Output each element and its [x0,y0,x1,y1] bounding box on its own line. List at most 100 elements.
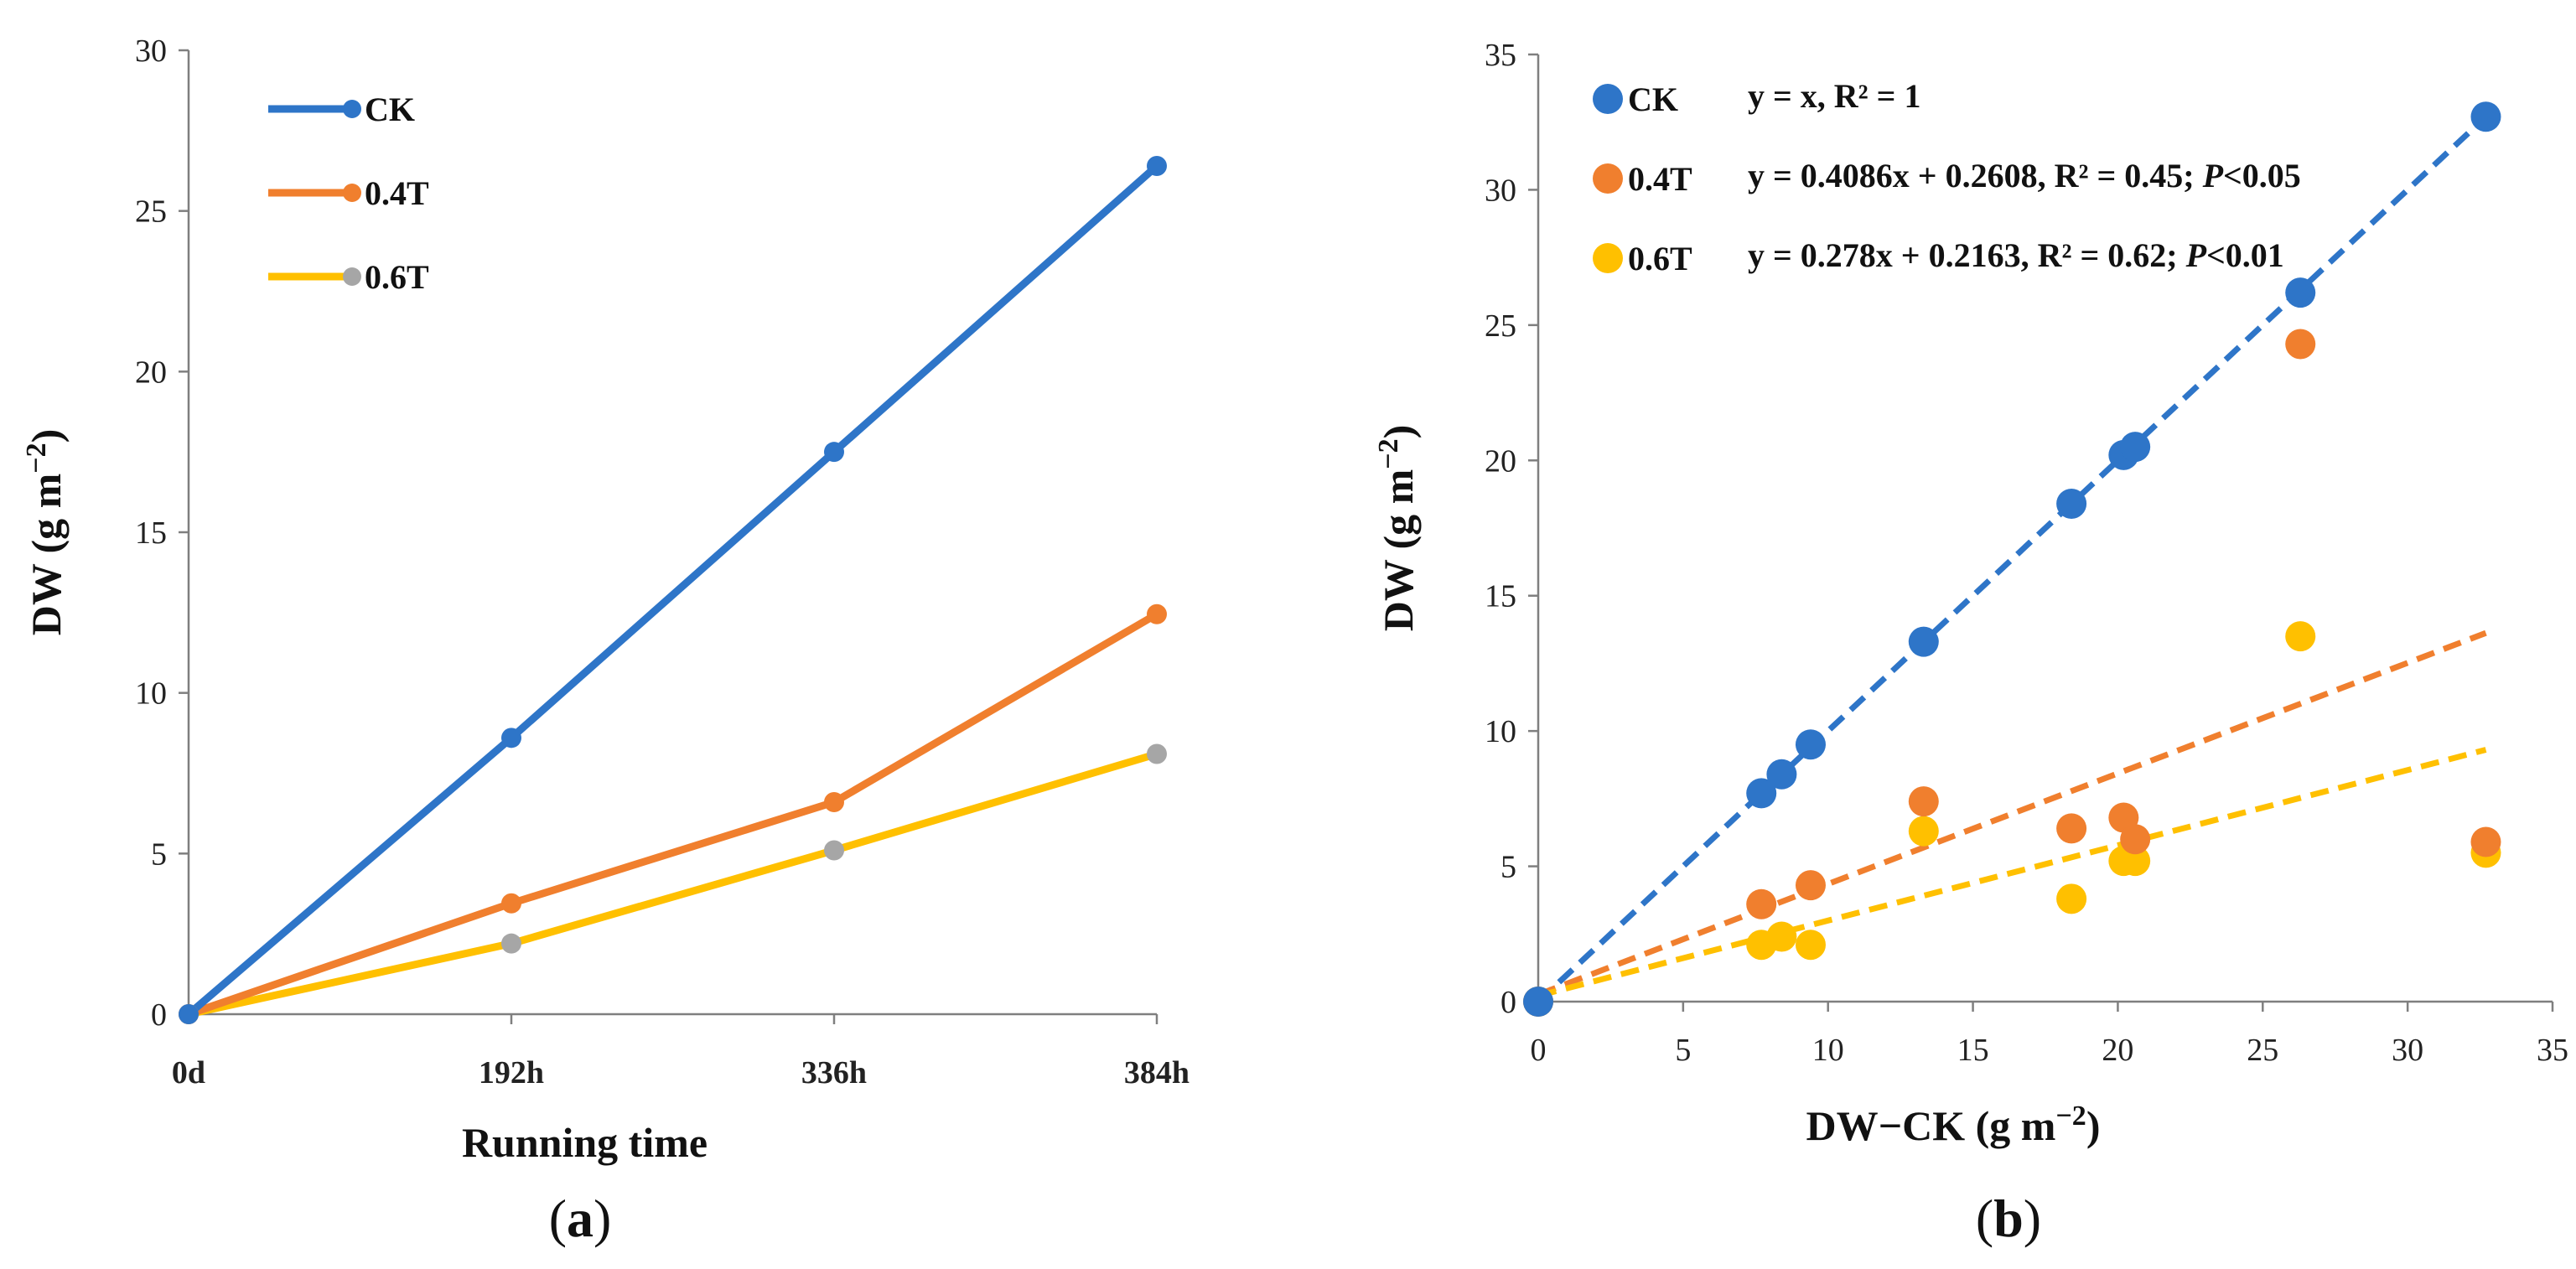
data-point-ck [1523,987,1553,1017]
legend-equation-ck: y = x, R² = 1 [1748,77,1920,115]
x-axis-title-b: DW−CK (g m−2) [1806,1101,2101,1149]
x-axis-title-b-sup: −2 [2055,1101,2086,1132]
y-tick-label-a: 20 [135,355,167,390]
legend-marker-0-4t [343,184,361,202]
series-line-0-6t [188,750,1158,1018]
data-point-0-4t [2120,824,2151,855]
y-tick-label-b: 30 [1485,173,1516,208]
legend-marker-0-6t [1593,243,1623,273]
x-tick-label-b: 5 [1675,1033,1691,1068]
legend-equation-part: y = x, R² = 1 [1748,77,1920,115]
data-point-0-6t [1795,930,1826,961]
data-point-ck [179,1004,199,1024]
data-point-0-4t [2470,826,2501,857]
data-point-0-4t [1908,786,1939,817]
data-point-0-6t [501,933,521,954]
y-tick-label-b: 25 [1485,308,1516,344]
y-tick-label-a: 10 [135,676,167,712]
legend-equation-part: P [2202,157,2224,194]
x-tick-label-a: 384h [1124,1055,1190,1090]
data-point-ck [1908,626,1939,657]
data-point-ck [1795,729,1826,760]
data-point-ck [501,728,521,748]
data-point-0-6t [2056,883,2087,914]
data-point-0-6t [1908,816,1939,847]
x-axis-title-b-main: DW−CK (g m [1806,1102,2056,1149]
y-axis-title-b-sup: −2 [1373,438,1404,469]
y-tick-label-b: 5 [1501,850,1516,885]
y-tick-label-b: 20 [1485,443,1516,479]
y-axis-title-a-sup: −2 [21,443,52,473]
legend-label-0-6t: 0.6T [365,258,429,296]
legend-equation-part: y = 0.278x + 0.2163, R² = 0.62; [1748,236,2186,274]
x-tick-label-a: 336h [801,1055,867,1090]
panel-label-b: (b) [1976,1189,2041,1248]
chart-panel-a: 0 5 10 15 20 25 30 0d 192h 336h 384h Running time DW… [21,34,1190,1166]
legend-equation-part: <0.01 [2206,236,2284,274]
x-tick-label-b: 10 [1812,1033,1844,1068]
x-tick-label-b: 25 [2247,1033,2278,1068]
y-axis-title-b-main: DW (g m [1375,469,1422,632]
y-axis-title-b-close: ) [1375,425,1422,439]
y-axis-title-a-main: DW (g m [23,474,70,636]
data-point-0-4t [501,893,521,914]
x-tick-label-b: 35 [2537,1033,2568,1068]
legend-equation-part: <0.05 [2223,157,2301,194]
y-tick-label-a: 30 [135,34,167,69]
data-point-ck [1147,156,1167,176]
x-tick-label-b: 15 [1957,1033,1989,1068]
legend-equation-0-4t: y = 0.4086x + 0.2608, R² = 0.45; P<0.05 [1748,157,2301,194]
legend-label-ck: CK [365,91,415,128]
y-tick-label-b: 15 [1485,579,1516,614]
y-tick-label-b: 10 [1485,714,1516,749]
legend-equation-0-6t: y = 0.278x + 0.2163, R² = 0.62; P<0.01 [1748,236,2284,274]
y-axis-title-a: DW (g m−2) [21,429,70,636]
series-line-ck [186,163,1159,1018]
legend-marker-0-6t [343,267,361,286]
data-point-0-6t [2120,846,2151,877]
data-point-ck [1766,759,1797,790]
y-tick-label-b: 35 [1485,38,1516,73]
data-point-ck [2056,488,2087,519]
legend-label-0-4t: 0.4T [1628,160,1692,198]
y-axis-title-b: DW (g m−2) [1373,425,1422,632]
data-point-0-4t [1147,603,1167,624]
x-tick-label-a: 0d [172,1055,205,1090]
data-point-ck [2470,101,2501,132]
x-axis-title-b-close: ) [2086,1102,2101,1149]
data-point-ck [1746,778,1777,809]
data-point-0-6t [1147,743,1167,764]
legend-label-ck: CK [1628,80,1678,118]
legend-equation-part: y = 0.4086x + 0.2608, R² = 0.45; [1748,157,2203,194]
data-point-0-6t [2285,621,2316,652]
legend-label-0-4t: 0.4T [365,174,429,212]
data-point-0-6t [1766,921,1797,952]
y-tick-label-a: 25 [135,194,167,230]
y-tick-label-a: 0 [151,997,167,1033]
y-tick-label-a: 5 [151,837,167,872]
data-point-0-6t [824,840,844,861]
legend-equation-part: P [2185,236,2207,274]
trendline-0-6t [1537,747,2487,999]
legend-marker-0-4t [1593,163,1623,194]
legend-marker-ck [343,100,361,118]
legend-label-0-6t: 0.6T [1628,240,1692,277]
x-tick-label-b: 20 [2102,1033,2133,1068]
panel-label-a: (a) [549,1189,612,1248]
trendline-ck [1536,114,2488,1004]
y-tick-label-b: 0 [1501,985,1516,1020]
y-tick-label-a: 15 [135,515,167,551]
legend-marker-ck [1593,84,1623,114]
y-axis-title-a-close: ) [23,429,70,443]
x-tick-label-b: 30 [2392,1033,2423,1068]
x-tick-label-a: 192h [479,1055,544,1090]
data-point-ck [824,442,844,463]
data-point-0-4t [824,792,844,812]
x-tick-label-b: 0 [1531,1033,1547,1068]
data-point-0-4t [1795,870,1826,901]
data-point-0-4t [1746,888,1777,919]
x-axis-title-a: Running time [462,1119,707,1166]
data-point-ck [2285,277,2316,308]
